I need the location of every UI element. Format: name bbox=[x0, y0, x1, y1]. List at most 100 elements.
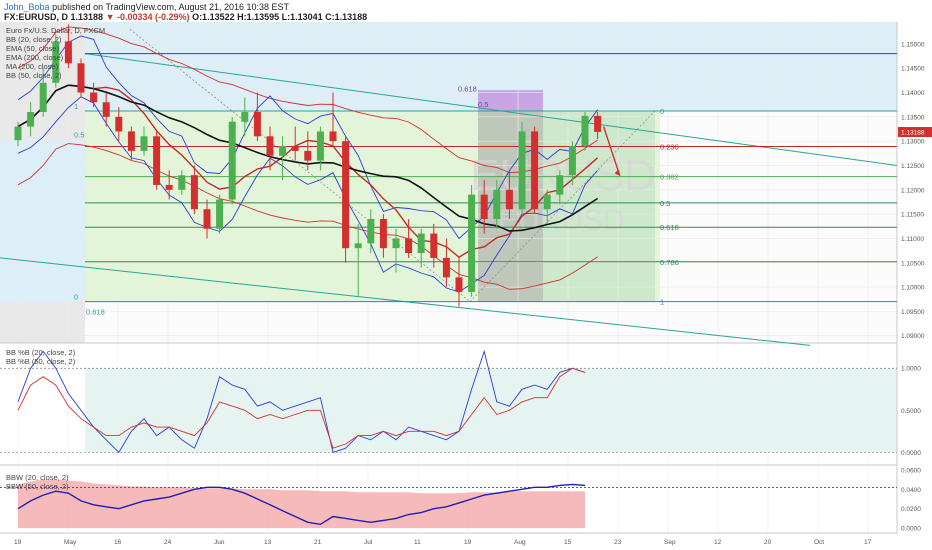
candle-body bbox=[329, 131, 337, 142]
pb-series-line bbox=[17, 349, 586, 454]
chart-header: John_Boba published on TradingView.com, … bbox=[0, 0, 932, 22]
fib-grid-box bbox=[543, 111, 655, 302]
candle-body bbox=[379, 218, 387, 249]
candle-body bbox=[556, 175, 564, 195]
author-link[interactable]: John_Boba bbox=[4, 2, 50, 12]
publish-info: published on TradingView.com, August 21,… bbox=[52, 2, 290, 12]
price-tick: 1.12000 bbox=[901, 187, 925, 194]
bbw-legend: BBW (20, close, 2) BBW (50, close, 2) bbox=[6, 473, 69, 491]
price-tick: 1.14000 bbox=[901, 90, 925, 97]
candle-body bbox=[27, 111, 35, 127]
bb20-lower bbox=[17, 96, 598, 293]
time-tick: 19 bbox=[464, 539, 472, 546]
time-tick: 15 bbox=[564, 539, 572, 546]
price-tick: 1.13000 bbox=[901, 139, 925, 146]
fib-left-label: 0.5 bbox=[74, 131, 84, 140]
price-tick: 1.11000 bbox=[901, 236, 924, 243]
candle-body bbox=[581, 115, 589, 147]
price-tick: 1.11500 bbox=[901, 212, 924, 219]
forecast-arrow bbox=[602, 126, 621, 176]
candle-body bbox=[39, 82, 47, 112]
price-tick: 1.09000 bbox=[901, 333, 925, 340]
pb-tick: 0.5000 bbox=[901, 408, 921, 415]
legend-item: BB %B (20, close, 2) bbox=[6, 348, 76, 357]
candle-body bbox=[367, 218, 375, 244]
purple-box-label: 0.5 bbox=[478, 100, 488, 109]
fib-left-label: 1 bbox=[74, 102, 78, 111]
legend-item: EMA (50, close) bbox=[6, 44, 59, 53]
candle-body bbox=[291, 146, 299, 151]
time-tick: 19 bbox=[14, 539, 22, 546]
candle-body bbox=[90, 92, 98, 103]
bb20-upper bbox=[17, 35, 598, 240]
fib-left-label: 0.618 bbox=[86, 307, 105, 316]
time-tick: 24 bbox=[164, 539, 172, 546]
forecast-arrow-head bbox=[614, 169, 621, 177]
price-tick: 1.12500 bbox=[901, 163, 925, 170]
candle-body bbox=[430, 233, 438, 258]
bb50-upper bbox=[17, 26, 598, 174]
bb50-lower bbox=[17, 143, 598, 290]
candle-body bbox=[190, 175, 198, 210]
candle-body bbox=[354, 243, 362, 249]
candle-body bbox=[127, 131, 135, 151]
time-tick: 13 bbox=[264, 539, 272, 546]
candle-body bbox=[594, 115, 602, 132]
candle-body bbox=[153, 136, 161, 185]
time-tick: May bbox=[64, 539, 77, 546]
main-legend: Euro Fx/U.S. Dollar, D, FXCM BB (20, clo… bbox=[6, 26, 105, 80]
time-tick: Oct bbox=[814, 539, 824, 546]
fib-level-label: 0.236 bbox=[660, 143, 679, 152]
candle-body bbox=[115, 116, 123, 132]
candle-body bbox=[178, 175, 186, 190]
pb-legend: BB %B (20, close, 2) BB %B (50, close, 2… bbox=[6, 348, 75, 366]
candle-body bbox=[64, 41, 72, 64]
price-tick: 1.09500 bbox=[901, 309, 925, 316]
candle-body bbox=[342, 141, 350, 249]
bbw-tick: 0.0200 bbox=[901, 506, 921, 513]
candle-body bbox=[279, 146, 287, 156]
purple-box-label: 0.618 bbox=[458, 85, 477, 94]
bbw-tick: 0.0000 bbox=[901, 526, 921, 533]
candle-body bbox=[392, 238, 400, 249]
change-label: ▼ -0.00334 (-0.29%) bbox=[105, 12, 190, 22]
time-tick: 11 bbox=[414, 539, 421, 546]
fib-diagonal bbox=[469, 110, 656, 302]
price-tick: 1.15000 bbox=[901, 41, 925, 48]
symbol-label: FX:EURUSD, D bbox=[4, 12, 69, 22]
bbw50-area bbox=[18, 479, 585, 529]
candle-body bbox=[505, 189, 513, 210]
price-tick: 1.14500 bbox=[901, 66, 925, 73]
candle-body bbox=[304, 150, 312, 161]
fib-level-label: 0.786 bbox=[660, 258, 679, 267]
pb-band bbox=[85, 368, 897, 453]
time-tick: 21 bbox=[314, 539, 322, 546]
fib-level-label: 1 bbox=[660, 298, 664, 307]
time-tick: 16 bbox=[114, 539, 122, 546]
bbw20-line bbox=[17, 483, 586, 526]
legend-item: BBW (50, close, 2) bbox=[6, 482, 69, 491]
fib-level-label: 0 bbox=[660, 107, 664, 116]
candle-body bbox=[543, 194, 551, 210]
candle-body bbox=[52, 41, 60, 83]
purple-box bbox=[478, 90, 543, 112]
last-price-tag bbox=[898, 127, 932, 138]
candle-body bbox=[480, 194, 488, 219]
candle-body bbox=[531, 131, 539, 210]
time-tick: 23 bbox=[614, 539, 622, 546]
candle-body bbox=[165, 184, 173, 190]
fib-level-label: 0.382 bbox=[660, 173, 679, 182]
time-tick: Sep bbox=[664, 539, 676, 546]
legend-item: BB (50, close, 2) bbox=[6, 71, 62, 80]
legend-item: BBW (20, close, 2) bbox=[6, 473, 69, 482]
candle-body bbox=[216, 199, 224, 229]
time-tick: 12 bbox=[714, 539, 722, 546]
trend-dotted bbox=[129, 29, 471, 302]
pb-series-line bbox=[17, 367, 586, 449]
bbw-tick: 0.0400 bbox=[901, 487, 921, 494]
time-tick: Aug bbox=[514, 539, 526, 546]
fib-level-label: 0.618 bbox=[660, 223, 679, 232]
ohlc-label: O:1.13522 H:1.13595 L:1.13041 C:1.13188 bbox=[192, 12, 368, 22]
price-tick: 1.13500 bbox=[901, 114, 925, 121]
